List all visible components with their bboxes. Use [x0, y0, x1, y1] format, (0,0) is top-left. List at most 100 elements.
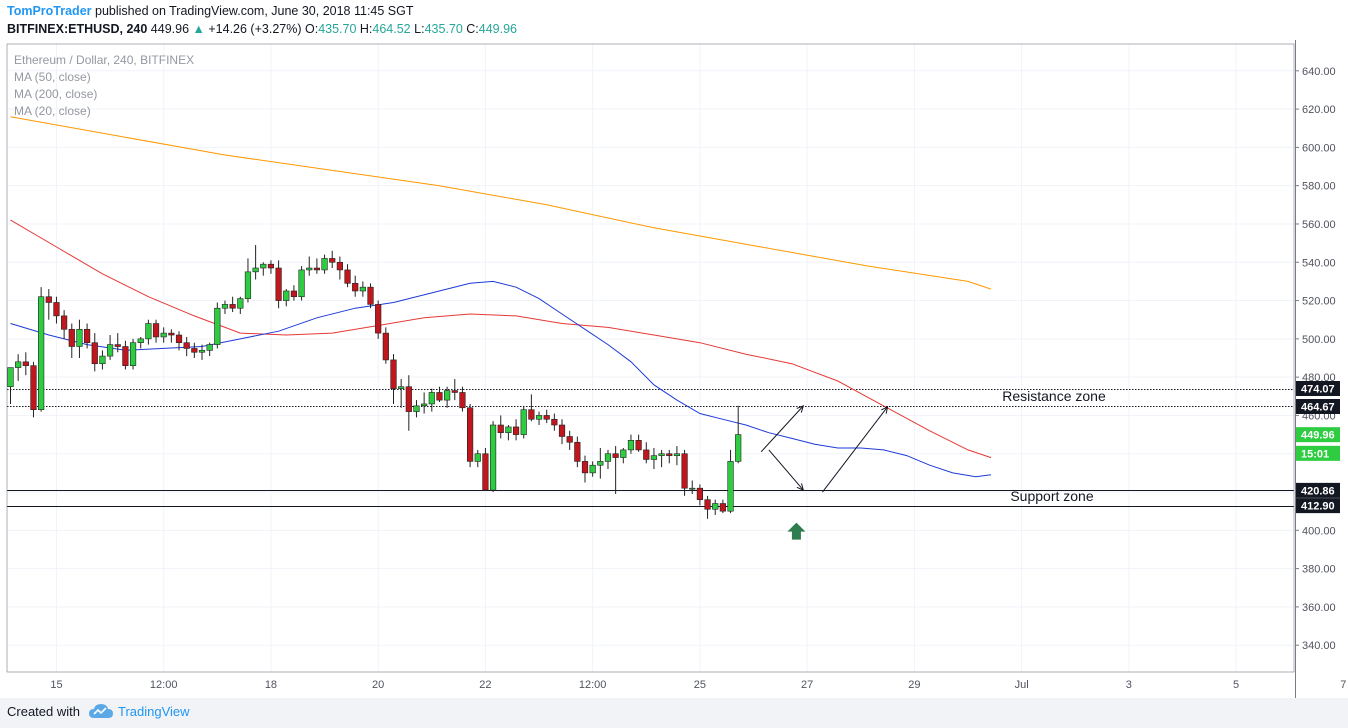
price-label-box — [1296, 381, 1340, 397]
candle-body — [91, 342, 98, 365]
support-zone-label: Support zone — [1010, 488, 1093, 504]
candle-body — [183, 342, 190, 349]
candle-body — [704, 499, 711, 510]
time-tick-label: 22 — [479, 679, 491, 691]
candle-body — [344, 269, 351, 284]
candle-body — [421, 403, 428, 407]
candle-body — [436, 392, 443, 401]
candle-body — [99, 355, 106, 365]
price-tick-label: 560.00 — [1302, 219, 1336, 231]
high-label: H: — [359, 22, 373, 36]
moving-average-line — [10, 280, 992, 478]
moving-average-line — [10, 116, 992, 290]
plot-border — [6, 43, 1295, 673]
price-tick-label: 620.00 — [1302, 104, 1336, 116]
candle-body — [405, 386, 412, 412]
candle-body — [543, 415, 550, 420]
price-chart[interactable]: Ethereum / Dollar, 240, BITFINEX MA (50,… — [0, 40, 1348, 698]
candle-body — [152, 323, 160, 338]
trend-arrow-head — [796, 483, 805, 491]
candle-body — [275, 267, 282, 301]
time-tick-label: 27 — [801, 679, 813, 691]
candle-body — [38, 296, 45, 410]
time-tick-label: 7 — [1340, 679, 1346, 691]
candle-body — [612, 453, 619, 458]
candle-body — [244, 271, 252, 299]
candle-body — [666, 453, 673, 456]
price-label-text: 449.96 — [1301, 430, 1335, 442]
tradingview-link[interactable]: TradingView — [118, 704, 190, 719]
price-label-text: 420.86 — [1301, 485, 1335, 497]
author-link[interactable]: TomProTrader — [7, 4, 92, 18]
up-triangle-icon: ▲ — [192, 22, 205, 36]
candle-body — [359, 286, 366, 292]
trend-arrow-head — [796, 405, 805, 413]
legend-ma50[interactable]: MA (50, close) — [14, 70, 91, 84]
publish-line: TomProTrader published on TradingView.co… — [7, 4, 414, 18]
candle-body — [237, 298, 244, 309]
candle-body — [635, 440, 642, 451]
candle-body — [352, 283, 359, 292]
chart-legend: Ethereum / Dollar, 240, BITFINEX MA (50,… — [14, 53, 194, 118]
candle-body — [581, 461, 589, 474]
price-tick-label: 360.00 — [1302, 602, 1336, 614]
candle-body — [551, 418, 558, 426]
candle-body — [106, 344, 114, 357]
candle-body — [175, 334, 183, 343]
low-value: 435.70 — [424, 22, 463, 36]
legend-title: Ethereum / Dollar, 240, BITFINEX — [14, 53, 194, 67]
price-label-text: 464.67 — [1301, 401, 1335, 413]
candle-body — [566, 436, 573, 443]
candle-body — [290, 290, 298, 298]
open-value: 435.70 — [318, 22, 357, 36]
candle-body — [727, 461, 734, 512]
candle-body — [267, 263, 275, 269]
candle-body — [168, 332, 175, 336]
price-tick-label: 340.00 — [1302, 640, 1336, 652]
trend-arrow-line — [822, 406, 888, 493]
candle-body — [673, 453, 681, 456]
candle-body — [7, 367, 14, 388]
chart-grid — [7, 44, 1344, 672]
chart-header: TomProTrader published on TradingView.co… — [0, 0, 1348, 40]
candle-body — [329, 258, 336, 263]
candle-body — [497, 424, 504, 433]
published-text: published on TradingView.com, June 30, 2… — [95, 4, 414, 18]
time-tick-label: 29 — [908, 679, 920, 691]
candle-body — [658, 453, 665, 456]
up-arrow-icon — [787, 522, 806, 540]
price-tick-label: 400.00 — [1302, 525, 1336, 537]
candle-body — [214, 307, 221, 345]
legend-ma200[interactable]: MA (200, close) — [14, 87, 97, 101]
time-tick-label: 25 — [694, 679, 706, 691]
candle-body — [428, 392, 435, 405]
candle-body — [198, 350, 206, 353]
open-label: O: — [304, 22, 319, 36]
candle-body — [482, 453, 489, 491]
candle-body — [382, 332, 389, 361]
candle-body — [76, 328, 83, 347]
candle-body — [413, 405, 420, 412]
created-with-text: Created with — [7, 704, 80, 719]
candle-body — [137, 338, 144, 343]
time-axis-area — [0, 673, 1295, 698]
candle-body — [466, 407, 474, 462]
candle-body — [459, 392, 466, 409]
candle-body — [735, 434, 742, 462]
candle-body — [321, 258, 328, 271]
candle-body — [122, 346, 129, 366]
legend-ma20[interactable]: MA (20, close) — [14, 104, 91, 118]
candle-body — [221, 304, 229, 309]
price-tick-label: 540.00 — [1302, 257, 1336, 269]
price-level-lines — [7, 389, 1294, 507]
candle-body — [15, 361, 22, 368]
time-tick-label: Jul — [1015, 679, 1029, 691]
price-change: +14.26 (+3.27%) — [208, 22, 302, 36]
candle-body — [375, 304, 382, 334]
chart-background — [0, 40, 1348, 698]
candle-body — [129, 342, 137, 366]
candle-body — [191, 348, 198, 353]
candle-body — [719, 503, 726, 512]
candle-body — [689, 487, 696, 490]
symbol-name[interactable]: BITFINEX:ETHUSD, 240 — [7, 22, 148, 36]
